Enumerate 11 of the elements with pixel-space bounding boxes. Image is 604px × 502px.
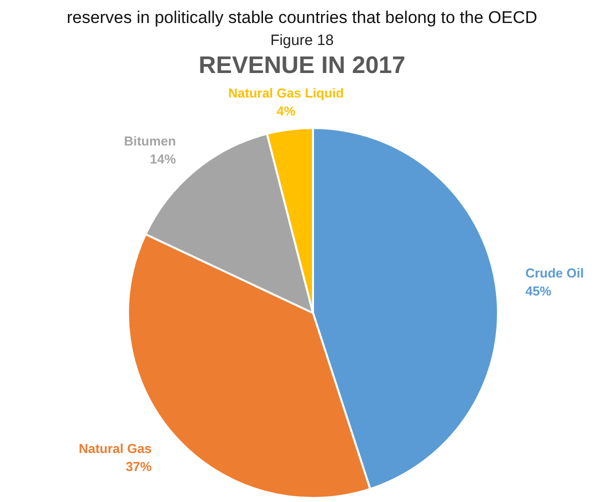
chart-title: REVENUE IN 2017 [198,52,406,80]
slice-label: Bitumen [124,133,176,148]
data-label: 45% [525,283,552,298]
chart-subtitle: Figure 18 [269,32,335,49]
data-label: 37% [126,459,152,474]
slice-label: Natural Gas Liquid [228,86,344,101]
data-label: 14% [150,151,176,166]
slice-label: Natural Gas [78,441,152,456]
slice-label: Crude Oil [525,265,584,280]
data-label: 4% [276,104,296,119]
text: reserves in politically stable countries that belong to the OECD [66,8,538,28]
